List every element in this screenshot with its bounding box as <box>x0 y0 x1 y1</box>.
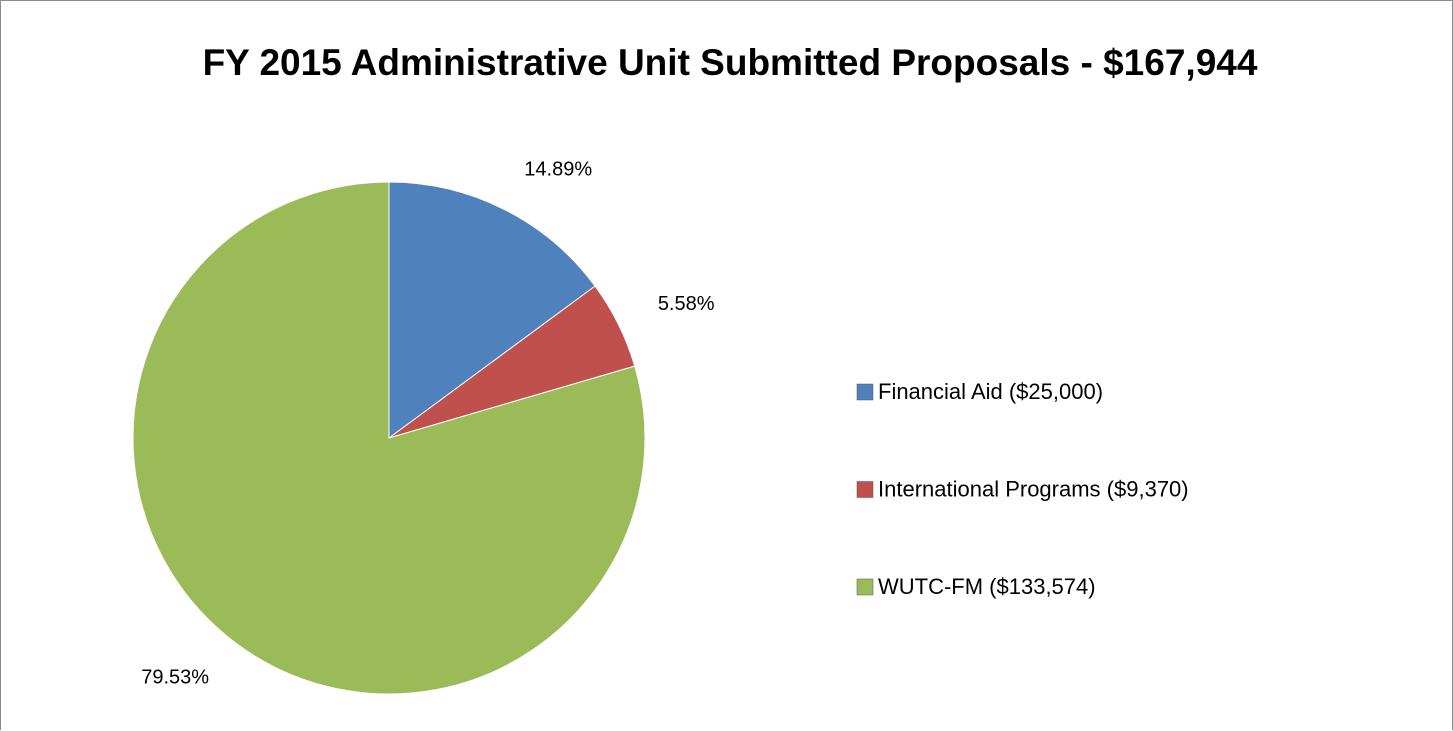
legend-swatch <box>856 578 874 596</box>
legend-swatch <box>856 383 874 401</box>
legend-label: Financial Aid ($25,000) <box>878 379 1103 404</box>
data-label: 14.89% <box>524 159 592 181</box>
legend-label: WUTC-FM ($133,574) <box>878 574 1096 599</box>
data-label: 79.53% <box>141 666 209 688</box>
pie-slice <box>132 181 646 695</box>
legend-label: International Programs ($9,370) <box>878 476 1189 501</box>
pie-slice <box>388 181 596 439</box>
data-label: 5.58% <box>658 293 715 315</box>
chart-title: FY 2015 Administrative Unit Submitted Pr… <box>202 42 1258 83</box>
legend-swatch <box>856 481 874 498</box>
